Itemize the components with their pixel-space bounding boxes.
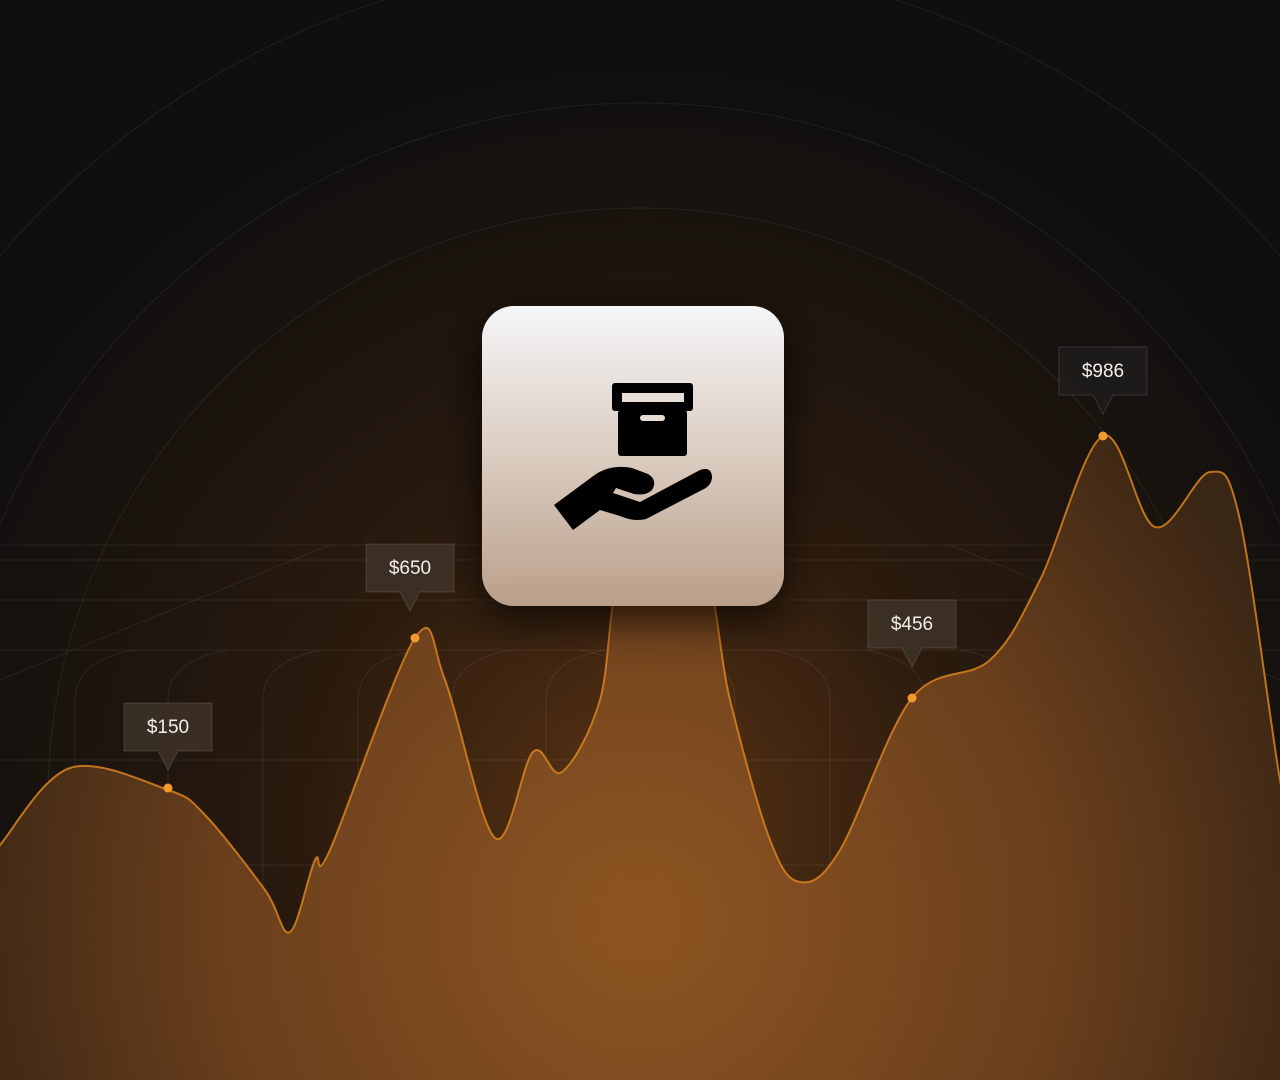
grid-v: [74, 649, 136, 1080]
callout-dot: [163, 783, 173, 793]
grid-diag: [0, 544, 331, 681]
callout-label: $986: [1082, 361, 1124, 382]
callouts: $150 $650 $456 $986: [123, 346, 1148, 793]
callout-dot: [410, 633, 420, 643]
callout-box: [365, 543, 455, 613]
box-handle: [640, 415, 665, 421]
grid-v: [167, 649, 229, 1080]
grid-v: [262, 649, 324, 1080]
callout-dot: [907, 693, 917, 703]
grid-v: [545, 649, 607, 1080]
callout-label: $150: [147, 717, 189, 738]
callout-box: [867, 599, 957, 669]
callout-box: [123, 702, 213, 772]
ring: [0, 102, 1280, 1080]
grid-v: [769, 649, 831, 1080]
callout-label: $650: [389, 558, 431, 579]
grid-v: [357, 649, 419, 1080]
callout-label: $456: [891, 614, 933, 635]
box-body: [618, 410, 687, 456]
box-lid-band: [622, 393, 684, 402]
callout-dot: [1098, 431, 1108, 441]
hand: [554, 466, 712, 530]
area: [0, 435, 1280, 1080]
callout-box: [1058, 346, 1148, 416]
icon: [554, 383, 712, 530]
